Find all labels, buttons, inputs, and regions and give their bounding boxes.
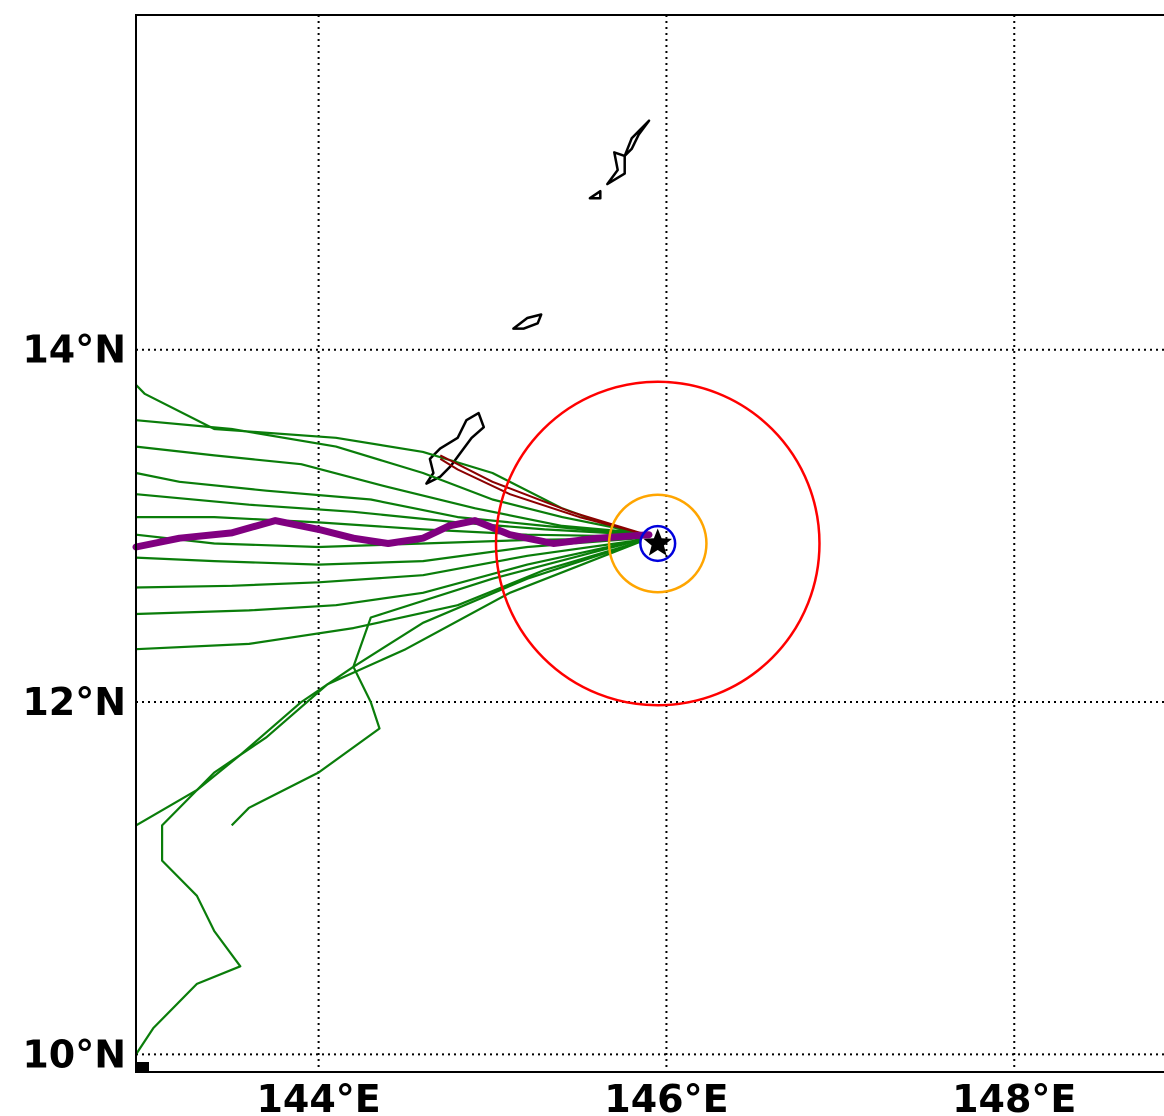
coastline-island-d	[606, 151, 626, 186]
map-frame	[135, 14, 1164, 1073]
x-tick-label: 144°E	[256, 1077, 380, 1116]
red-radius-circle	[494, 380, 821, 707]
alternate-track-line	[439, 454, 641, 534]
y-tick-label: 14°N	[22, 328, 126, 372]
corner-marker	[137, 1062, 149, 1072]
radius-circle-layer	[494, 380, 821, 707]
ensemble-track-line	[135, 538, 641, 616]
storm-center-star-icon	[643, 528, 672, 556]
coastline-layer	[425, 119, 651, 485]
coastline-island-b	[512, 313, 543, 330]
x-tick-label: 148°E	[952, 1077, 1076, 1116]
ensemble-track-line	[135, 471, 641, 536]
coastline-island-e	[623, 119, 651, 158]
tick-label-layer: 144°E 146°E 148°E 14°N 12°N 10°N	[22, 328, 1076, 1116]
ensemble-track-line	[135, 538, 641, 589]
blue-radius-circle	[639, 524, 677, 563]
coastline-island-c	[588, 189, 602, 200]
ensemble-track-line	[135, 540, 641, 827]
ensemble-track-line	[136, 516, 641, 538]
ensemble-track-line	[230, 538, 641, 827]
track-layer	[132, 384, 653, 1056]
y-tick-label: 10°N	[22, 1032, 126, 1076]
gridline-layer	[136, 15, 1164, 1072]
ensemble-track-line	[135, 419, 641, 534]
marker-layer	[137, 528, 672, 1072]
ensemble-track-line	[135, 493, 641, 536]
orange-radius-circle	[607, 493, 708, 594]
alternate-track-line	[439, 458, 641, 534]
ensemble-track-line	[135, 540, 641, 1056]
ensemble-track-line	[135, 540, 641, 651]
ensemble-track-line	[135, 445, 641, 534]
mean-track-line	[132, 517, 653, 551]
ensemble-track-line	[135, 384, 641, 538]
y-tick-label: 12°N	[22, 680, 126, 724]
x-tick-label: 146°E	[604, 1077, 728, 1116]
